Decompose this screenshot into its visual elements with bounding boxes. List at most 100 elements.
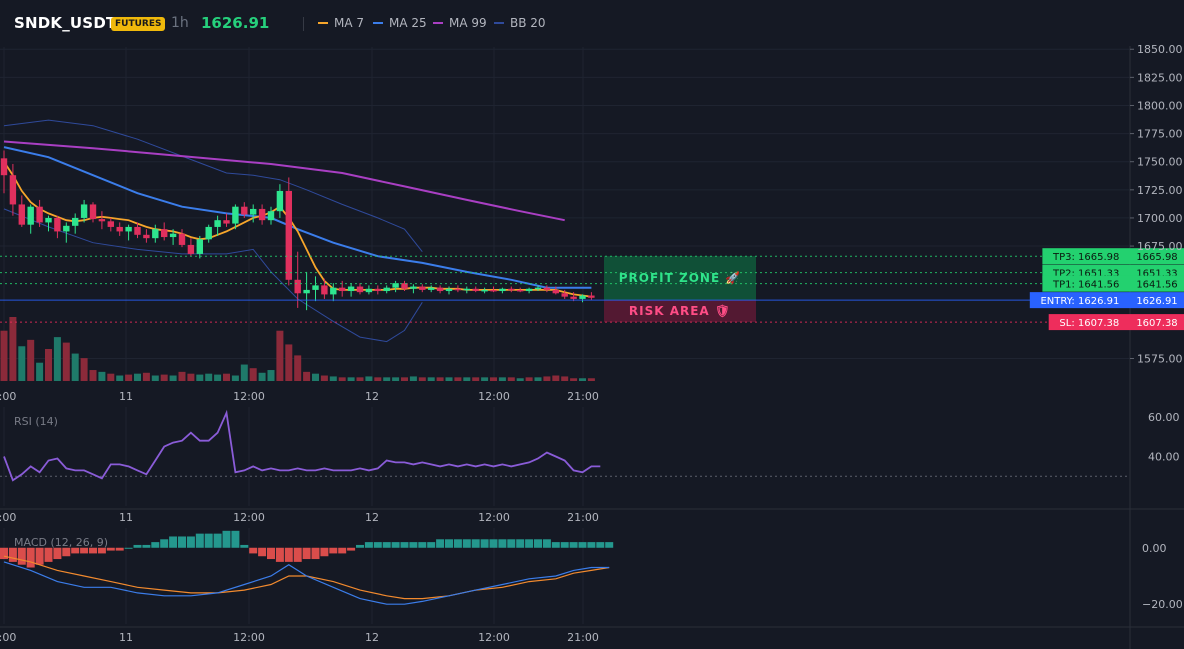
candle-body-63 [561, 293, 568, 297]
candle-body-40 [356, 286, 364, 293]
macd-hist-bar-12 [106, 547, 115, 551]
volume-bar-53 [472, 377, 480, 381]
macd-hist-bar-34 [302, 547, 311, 560]
candle-body-41 [365, 288, 373, 293]
volume-bar-63 [561, 376, 569, 381]
volume-bar-4 [36, 362, 44, 381]
macd-hist-bar-7 [62, 547, 71, 557]
candle-body-59 [525, 288, 533, 292]
volume-bar-19 [169, 375, 177, 381]
candle-body-34 [303, 289, 310, 294]
macd-hist-bar-28 [249, 547, 258, 554]
macd-hist-bar-66 [587, 542, 596, 548]
macd-hist-bar-60 [534, 539, 542, 548]
legend-ma25[interactable]: MA 25 [373, 16, 427, 30]
level-tag-bg-0 [1042, 248, 1130, 265]
price-axis-label-3: 1775.00 [1137, 128, 1183, 141]
grid [0, 46, 1184, 649]
level-tag-4: SL: 1607.38 [1059, 318, 1119, 329]
volume-bar-28 [249, 368, 257, 381]
macd-hist-bar-47 [418, 542, 427, 548]
macd-hist-bar-29 [258, 547, 267, 557]
candle-body-47 [419, 286, 426, 290]
candle-body-7 [63, 225, 70, 232]
volume-bar-62 [552, 375, 560, 381]
candle-body-18 [161, 229, 168, 238]
candle-body-13 [116, 226, 123, 232]
time-axis-label-1-3: 12 [365, 511, 379, 524]
macd-signal-line [3, 555, 610, 600]
level-axis-label-2: 1641.56 [1136, 280, 1177, 291]
rsi-pane: RSI (14) 60.00 40.00 [0, 409, 1180, 482]
volume-bar-43 [383, 377, 391, 381]
macd-hist-bar-17 [151, 542, 160, 548]
legend-bb20-label: BB 20 [510, 16, 546, 30]
volume-bar-27 [240, 364, 248, 381]
macd-hist-bar-10 [89, 547, 97, 554]
candle-body-58 [517, 289, 524, 292]
legend-ma7[interactable]: MA 7 [318, 16, 364, 30]
time-axis-label-2-1: 11 [119, 631, 133, 644]
volume-bar-38 [338, 377, 346, 381]
volume-bar-13 [116, 375, 124, 381]
macd-hist-bar-57 [507, 539, 516, 548]
candle-body-9 [80, 204, 88, 218]
macd-hist-bar-68 [605, 542, 614, 548]
macd-hist-bar-44 [391, 542, 400, 548]
volume-bar-17 [151, 375, 159, 381]
macd-hist-bar-19 [169, 536, 178, 548]
volume-bar-55 [490, 377, 497, 381]
timeframe-label[interactable]: 1h [171, 15, 189, 31]
volume-bar-39 [347, 377, 355, 381]
candle-body-61 [543, 287, 551, 290]
macd-hist-bar-9 [80, 547, 89, 554]
macd-y-tick-0: 0.00 [1142, 542, 1167, 555]
macd-hist-bar-24 [213, 533, 222, 548]
candle-body-16 [143, 234, 150, 239]
ma7-swatch [318, 21, 328, 24]
macd-hist-bar-64 [569, 542, 578, 548]
time-axis-label-2-0: 2:00 [0, 631, 16, 644]
legend-bb20[interactable]: BB 20 [494, 16, 546, 30]
symbol-label[interactable]: SNDK_USDT [14, 14, 117, 32]
macd-hist-bar-54 [480, 539, 489, 548]
macd-hist-bar-15 [133, 544, 142, 548]
macd-hist-bar-18 [160, 539, 169, 548]
volume-bar-24 [214, 374, 222, 381]
macd-hist-bar-49 [436, 539, 445, 548]
candle-body-29 [258, 208, 266, 221]
volume-bar-34 [303, 371, 311, 381]
volume-bar-7 [62, 342, 70, 381]
profit-zone-label: PROFIT ZONE 🚀 [619, 271, 742, 285]
volume-bar-56 [498, 377, 506, 381]
time-axis-label-0-1: 11 [119, 390, 133, 403]
time-axis-label-1-2: 12:00 [233, 511, 265, 524]
legend-ma25-label: MA 25 [389, 16, 427, 30]
macd-hist-bar-0 [0, 547, 8, 560]
candle-body-36 [321, 285, 328, 295]
volume-bar-16 [142, 372, 150, 381]
time-axis-label-0-4: 12:00 [478, 390, 510, 403]
macd-hist-bar-6 [53, 547, 62, 560]
candle-body-24 [214, 220, 221, 227]
candle-body-17 [152, 229, 159, 239]
volume-bar-22 [196, 374, 204, 381]
volume-bars [0, 317, 595, 381]
candle-body-31 [276, 190, 284, 212]
candle-body-55 [490, 289, 497, 292]
candle-body-38 [339, 287, 346, 292]
volume-bar-61 [543, 376, 551, 381]
volume-bar-6 [53, 337, 61, 381]
legend-ma99[interactable]: MA 99 [433, 16, 487, 30]
level-tag-1: TP2: 1651.33 [1052, 269, 1119, 280]
bb-upper-line [3, 119, 423, 253]
rsi-line [3, 409, 601, 482]
volume-bar-25 [223, 373, 230, 381]
rsi-y-tick-1: 40.00 [1148, 451, 1180, 464]
volume-bar-3 [27, 339, 35, 381]
macd-hist-bar-14 [124, 547, 133, 549]
volume-bar-26 [231, 375, 239, 381]
volume-bar-9 [80, 358, 88, 381]
time-axis-label-2-4: 12:00 [478, 631, 510, 644]
